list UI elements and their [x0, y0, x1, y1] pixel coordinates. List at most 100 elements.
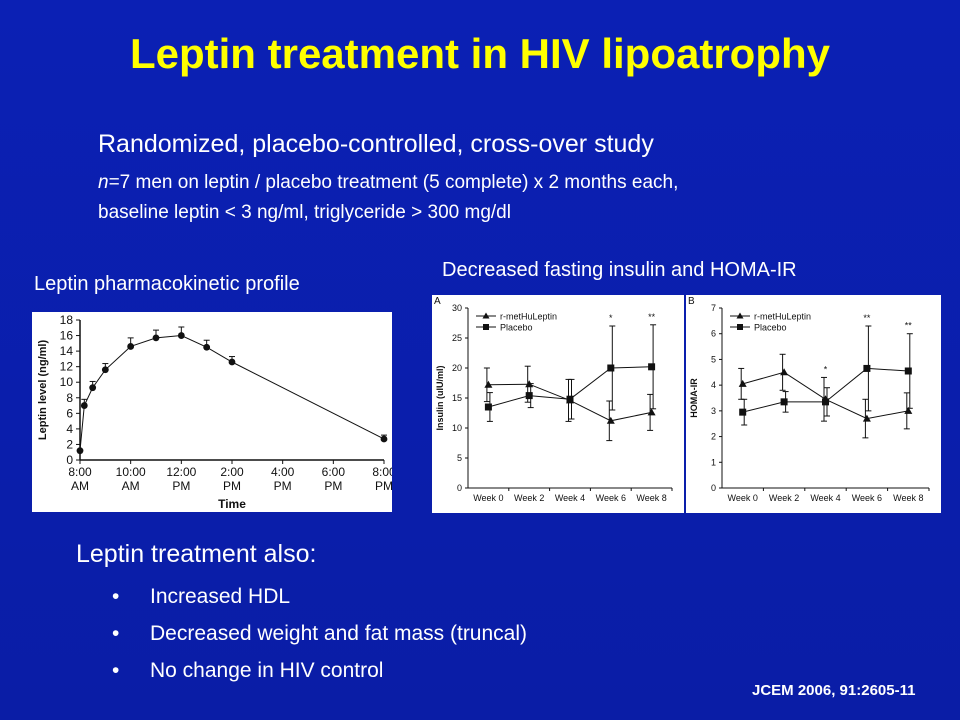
- data-point-square: [607, 364, 615, 372]
- insulin-chart: A 0 5 10 15 20 25 30 Week 0 Week 2 Week 4 Week 6 Wee…: [434, 296, 673, 503]
- x-tick-label: 2:00: [220, 465, 244, 479]
- x-tick-label: Week 4: [555, 493, 585, 503]
- list-item-text: No change in HIV control: [150, 659, 384, 682]
- y-tick-label: 10: [60, 375, 74, 389]
- x-tick-label: PM: [375, 479, 392, 493]
- y-tick-label: 4: [711, 380, 716, 390]
- y-tick-label: 2: [66, 437, 73, 451]
- data-point: [101, 366, 109, 374]
- y-tick-label: 5: [711, 354, 716, 364]
- panel-label: A: [434, 296, 441, 307]
- legend-label: Placebo: [500, 323, 533, 333]
- list-item-text: Decreased weight and fat mass (truncal): [150, 622, 528, 645]
- bullet-icon: •: [112, 585, 120, 608]
- also-heading: Leptin treatment also:: [76, 540, 317, 568]
- data-point-triangle: [904, 406, 913, 414]
- data-point-triangle: [780, 368, 789, 376]
- x-tick-label: PM: [324, 479, 342, 493]
- y-tick-label: 12: [60, 360, 74, 374]
- y-tick-label: 25: [452, 333, 462, 343]
- data-point-square: [648, 363, 656, 371]
- y-tick-label: 5: [457, 453, 462, 463]
- legend-marker-square: [737, 324, 743, 330]
- x-tick-label: 10:00: [116, 465, 146, 479]
- y-tick-label: 8: [66, 391, 73, 405]
- data-point: [203, 343, 211, 351]
- x-tick-label: Week 0: [473, 493, 503, 503]
- data-point: [228, 358, 236, 366]
- x-tick-label: 12:00: [166, 465, 196, 479]
- y-tick-label: 4: [66, 422, 73, 436]
- y-tick-label: 14: [60, 344, 74, 358]
- x-tick-label: Week 6: [852, 493, 882, 503]
- data-point: [177, 332, 185, 339]
- y-tick-label: 20: [452, 363, 462, 373]
- y-tick-label: 0: [66, 453, 73, 467]
- data-point-square: [780, 398, 788, 406]
- data-point-square: [739, 408, 747, 416]
- insulin-chart-caption: Decreased fasting insulin and HOMA-IR: [442, 259, 797, 281]
- y-tick-label: 3: [711, 406, 716, 416]
- data-point: [152, 334, 160, 342]
- data-point: [80, 402, 88, 409]
- homa-ir-chart: B 0 1 2 3 4 5 6 7 Week 0 Week 2 Week 4 Week 6 Week 8 H…: [688, 296, 930, 503]
- data-point-square: [863, 364, 871, 372]
- y-axis-title: HOMA-IR: [689, 378, 699, 418]
- x-tick-label: AM: [71, 479, 89, 493]
- data-point: [76, 447, 84, 455]
- list-item: • Increased HDL: [112, 585, 527, 622]
- x-tick-label: Week 2: [769, 493, 799, 503]
- x-tick-label: Week 4: [810, 493, 840, 503]
- legend-marker-triangle: [736, 312, 744, 319]
- x-tick-label: PM: [274, 479, 292, 493]
- series-line: [79, 335, 385, 451]
- data-point-triangle: [606, 416, 615, 424]
- data-point: [89, 384, 97, 392]
- series-line: [742, 367, 909, 413]
- y-tick-label: 7: [711, 303, 716, 313]
- legend-label: r-metHuLeptin: [754, 312, 811, 322]
- data-point-triangle: [862, 414, 871, 422]
- x-tick-label: 6:00: [322, 465, 346, 479]
- legend-marker-triangle: [482, 312, 490, 319]
- data-point-square: [904, 367, 912, 375]
- data-point-square: [484, 403, 492, 411]
- x-tick-label: 4:00: [271, 465, 295, 479]
- effects-list: • Increased HDL • Decreased weight and fat…: [112, 585, 527, 696]
- study-design-line-2: baseline leptin < 3 ng/ml, triglyceride …: [98, 202, 511, 223]
- pk-chart-caption: Leptin pharmacokinetic profile: [34, 273, 300, 295]
- list-item: • No change in HIV control: [112, 659, 527, 696]
- x-tick-label: Week 8: [636, 493, 666, 503]
- list-item-text: Increased HDL: [150, 585, 291, 608]
- study-n-symbol: n: [98, 172, 109, 193]
- significance-marker: **: [863, 313, 871, 323]
- bullet-icon: •: [112, 622, 120, 645]
- y-tick-label: 6: [66, 406, 73, 420]
- significance-marker: *: [824, 364, 828, 374]
- y-axis-title: Insulin (uIU/ml): [435, 366, 445, 431]
- pk-chart: 0246810121416188:00AM10:00AM12:00PM2:00P…: [37, 313, 392, 511]
- bullet-icon: •: [112, 659, 120, 682]
- x-tick-label: PM: [172, 479, 190, 493]
- x-tick-label: Week 2: [514, 493, 544, 503]
- y-tick-label: 1: [711, 457, 716, 467]
- x-tick-label: Week 0: [728, 493, 758, 503]
- y-tick-label: 6: [711, 329, 716, 339]
- x-tick-label: Week 6: [596, 493, 626, 503]
- study-design-line-1: n=7 men on leptin / placebo treatment (5…: [98, 172, 678, 194]
- study-design-heading: Randomized, placebo-controlled, cross-ov…: [98, 130, 654, 158]
- citation: JCEM 2006, 91:2605-11: [752, 682, 916, 699]
- x-tick-label: 8:00: [68, 465, 92, 479]
- y-tick-label: 16: [60, 329, 74, 343]
- y-tick-label: 18: [60, 313, 74, 327]
- data-point: [127, 343, 135, 350]
- data-point-square: [566, 395, 574, 403]
- list-item: • Decreased weight and fat mass (truncal): [112, 622, 527, 659]
- significance-marker: **: [648, 312, 656, 322]
- y-tick-label: 2: [711, 432, 716, 442]
- y-tick-label: 10: [452, 423, 462, 433]
- panel-label: B: [688, 296, 695, 307]
- y-tick-label: 15: [452, 393, 462, 403]
- significance-marker: *: [609, 313, 613, 323]
- x-axis-title: Time: [218, 497, 246, 511]
